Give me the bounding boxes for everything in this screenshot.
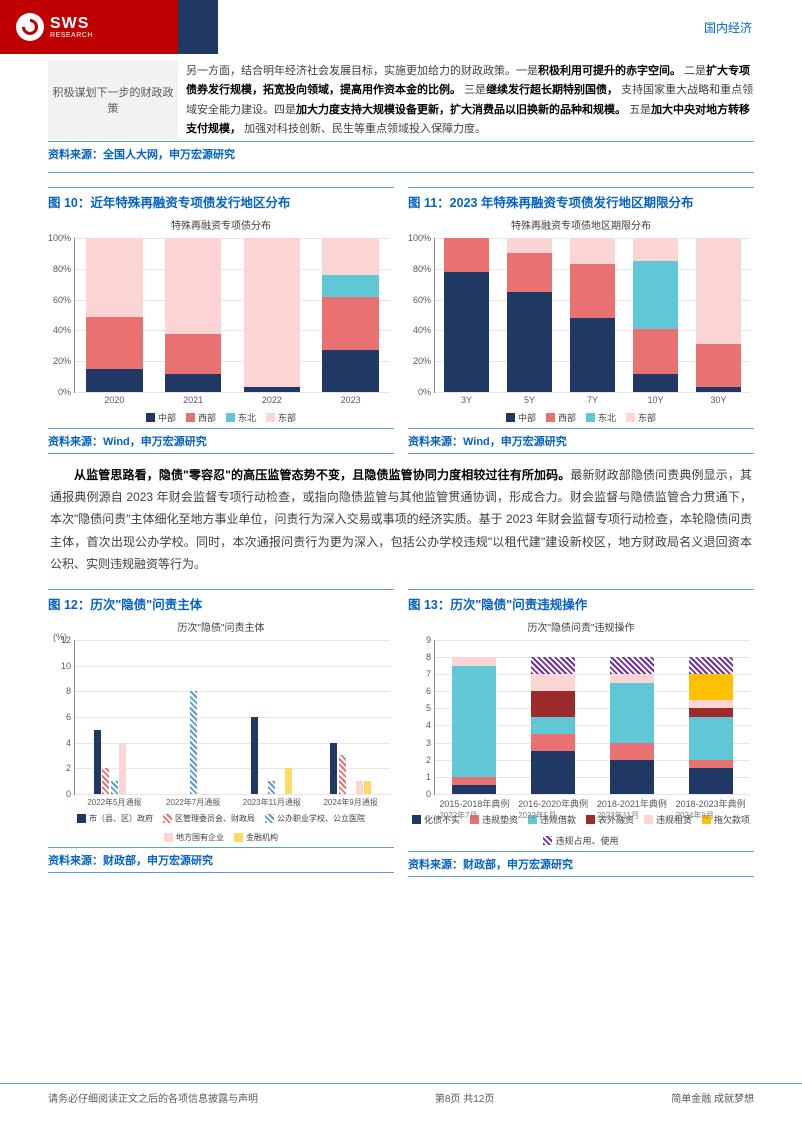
logo-text-sub: RESEARCH (50, 32, 93, 39)
chart10-legend: 中部西部东北东部 (48, 411, 394, 424)
top-policy-row: 积极谋划下一步的财政政策 另一方面，结合明年经济社会发展目标，实施更加给力的财政… (48, 60, 754, 139)
chart-row-1: 图 10：近年特殊再融资专项债发行地区分布 特殊再融资专项债分布 0%20%40… (48, 187, 754, 454)
logo-text-main: SWS (50, 16, 93, 32)
t-p0: 另一方面，结合明年经济社会发展目标，实施更加给力的财政政策。一是 (186, 65, 538, 77)
chart13-subtitle: 历次"隐债问责"违规操作 (408, 619, 754, 634)
chart12-legend: 市（县、区）政府区管理委员会、财政局公办职业学校、公立医院地方国有企业金融机构 (48, 813, 394, 843)
chart11-source: 资料来源：Wind，申万宏源研究 (408, 428, 754, 454)
chart-row-2: 图 12：历次"隐债"问责主体 历次"隐债"问责主体 024681012(%)2… (48, 589, 754, 877)
chart12-subtitle: 历次"隐债"问责主体 (48, 619, 394, 634)
header-category: 国内经济 (218, 0, 802, 54)
logo-block: SWS RESEARCH (0, 0, 178, 54)
chart11-canvas: 0%20%40%60%80%100%3Y5Y7Y10Y30Y (434, 238, 750, 393)
sws-logo: SWS RESEARCH (16, 13, 93, 41)
chart13-source: 资料来源：财政部，申万宏源研究 (408, 851, 754, 877)
chart10-subtitle: 特殊再融资专项债分布 (48, 217, 394, 232)
mid-body-text: 从监管思路看，隐债"零容忍"的高压监管态势不变，且隐债监管协同力度相较过往有所加… (48, 464, 754, 575)
t-p4: 五是 (629, 104, 651, 116)
header-navy-stripe (178, 0, 218, 54)
t-b0: 积极利用可提升的赤字空间。 (538, 65, 681, 77)
footer-disclaimer: 请务必仔细阅读正文之后的各项信息披露与声明 (48, 1090, 258, 1105)
chart10: 图 10：近年特殊再融资专项债发行地区分布 特殊再融资专项债分布 0%20%40… (48, 187, 394, 454)
chart13: 图 13：历次"隐债"问责违规操作 历次"隐债问责"违规操作 012345678… (408, 589, 754, 877)
mid-b0: 从监管思路看，隐债"零容忍"的高压监管态势不变，且隐债监管协同力度相较过往有所加… (74, 468, 570, 482)
logo-icon (16, 13, 44, 41)
t-p1: 二是 (684, 65, 706, 77)
chart10-source: 资料来源：Wind，申万宏源研究 (48, 428, 394, 454)
footer-page: 第8页 共12页 (435, 1090, 494, 1105)
page-footer: 请务必仔细阅读正文之后的各项信息披露与声明 第8页 共12页 简单金融 成就梦想 (0, 1083, 802, 1133)
chart11-legend: 中部西部东北东部 (408, 411, 754, 424)
chart12-title: 图 12：历次"隐债"问责主体 (48, 589, 394, 619)
chart13-canvas: 01234567892015-2018年典例2022年7月2016-2020年典… (434, 640, 750, 795)
t-b3: 加大力度支持大规模设备更新，扩大消费品以旧换新的品种和规模。 (296, 104, 626, 116)
top-source: 资料来源：全国人大网，申万宏源研究 (48, 141, 754, 173)
chart12: 图 12：历次"隐债"问责主体 历次"隐债"问责主体 024681012(%)2… (48, 589, 394, 877)
page-header: SWS RESEARCH 国内经济 (0, 0, 802, 54)
chart11-title: 图 11：2023 年特殊再融资专项债发行地区期限分布 (408, 187, 754, 217)
chart10-title: 图 10：近年特殊再融资专项债发行地区分布 (48, 187, 394, 217)
footer-slogan: 简单金融 成就梦想 (671, 1090, 754, 1105)
t-p2: 三是 (464, 84, 486, 96)
chart13-title: 图 13：历次"隐债"问责违规操作 (408, 589, 754, 619)
chart10-canvas: 0%20%40%60%80%100%2020202120222023 (74, 238, 390, 393)
policy-row-text: 另一方面，结合明年经济社会发展目标，实施更加给力的财政政策。一是积极利用可提升的… (186, 60, 754, 139)
t-p5: 加强对科技创新、民生等重点领域投入保障力度。 (244, 123, 486, 135)
chart11-subtitle: 特殊再融资专项债地区期限分布 (408, 217, 754, 232)
chart12-source: 资料来源：财政部，申万宏源研究 (48, 847, 394, 873)
policy-row-label: 积极谋划下一步的财政政策 (48, 60, 178, 139)
chart12-canvas: 024681012(%)2022年5月通报2022年7月通报2023年11月通报… (74, 640, 390, 795)
chart11: 图 11：2023 年特殊再融资专项债发行地区期限分布 特殊再融资专项债地区期限… (408, 187, 754, 454)
mid-p0: 最新财政部隐债问责典例显示，其通报典例源自 2023 年财会监督专项行动检查，或… (50, 468, 752, 571)
t-b2: 继续发行超长期特别国债， (486, 84, 618, 96)
